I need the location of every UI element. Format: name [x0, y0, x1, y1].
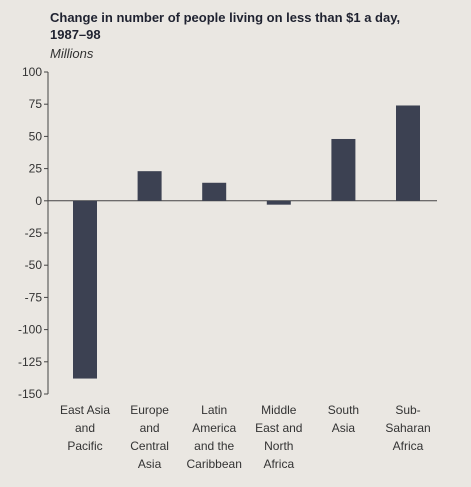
- category-label: Sub-: [395, 403, 420, 417]
- y-axis-units-label: Millions: [50, 46, 94, 61]
- y-tick-label: 50: [29, 129, 43, 143]
- y-tick-label: 100: [22, 65, 42, 79]
- category-label: Asia: [332, 421, 356, 435]
- y-tick-label: -75: [25, 290, 43, 304]
- category-label: Pacific: [67, 439, 102, 453]
- category-label: Caribbean: [187, 457, 242, 471]
- category-label: Latin: [201, 403, 227, 417]
- y-tick-label: 0: [35, 194, 42, 208]
- category-label: and: [140, 421, 160, 435]
- bar: [396, 105, 420, 201]
- chart-title-line-1: Change in number of people living on les…: [50, 10, 401, 25]
- y-tick-label: -50: [25, 258, 43, 272]
- category-label: Middle: [261, 403, 297, 417]
- y-tick-label: -100: [18, 323, 42, 337]
- y-tick-label: 25: [29, 162, 43, 176]
- bar: [202, 182, 227, 201]
- category-label: Saharan: [385, 421, 430, 435]
- category-label: and: [75, 421, 95, 435]
- chart-title-line-2: 1987–98: [50, 27, 101, 42]
- category-label: Asia: [138, 457, 162, 471]
- category-label: America: [192, 421, 236, 435]
- y-tick-label: -150: [18, 387, 42, 401]
- category-label: East Asia: [60, 403, 110, 417]
- category-label: Central: [130, 439, 169, 453]
- category-label: South: [328, 403, 359, 417]
- bar: [73, 200, 97, 379]
- y-tick-label: -25: [25, 226, 43, 240]
- bar: [331, 138, 356, 201]
- category-label: North: [264, 439, 293, 453]
- category-label: Africa: [263, 457, 294, 471]
- y-tick-label: -125: [18, 355, 42, 369]
- bar: [266, 200, 291, 205]
- bar: [137, 171, 162, 201]
- category-label: and the: [194, 439, 234, 453]
- chart-title: Change in number of people living on les…: [50, 9, 470, 43]
- category-label: East and: [255, 421, 302, 435]
- y-tick-label: 75: [29, 97, 43, 111]
- category-label: Europe: [130, 403, 169, 417]
- category-label: Africa: [393, 439, 424, 453]
